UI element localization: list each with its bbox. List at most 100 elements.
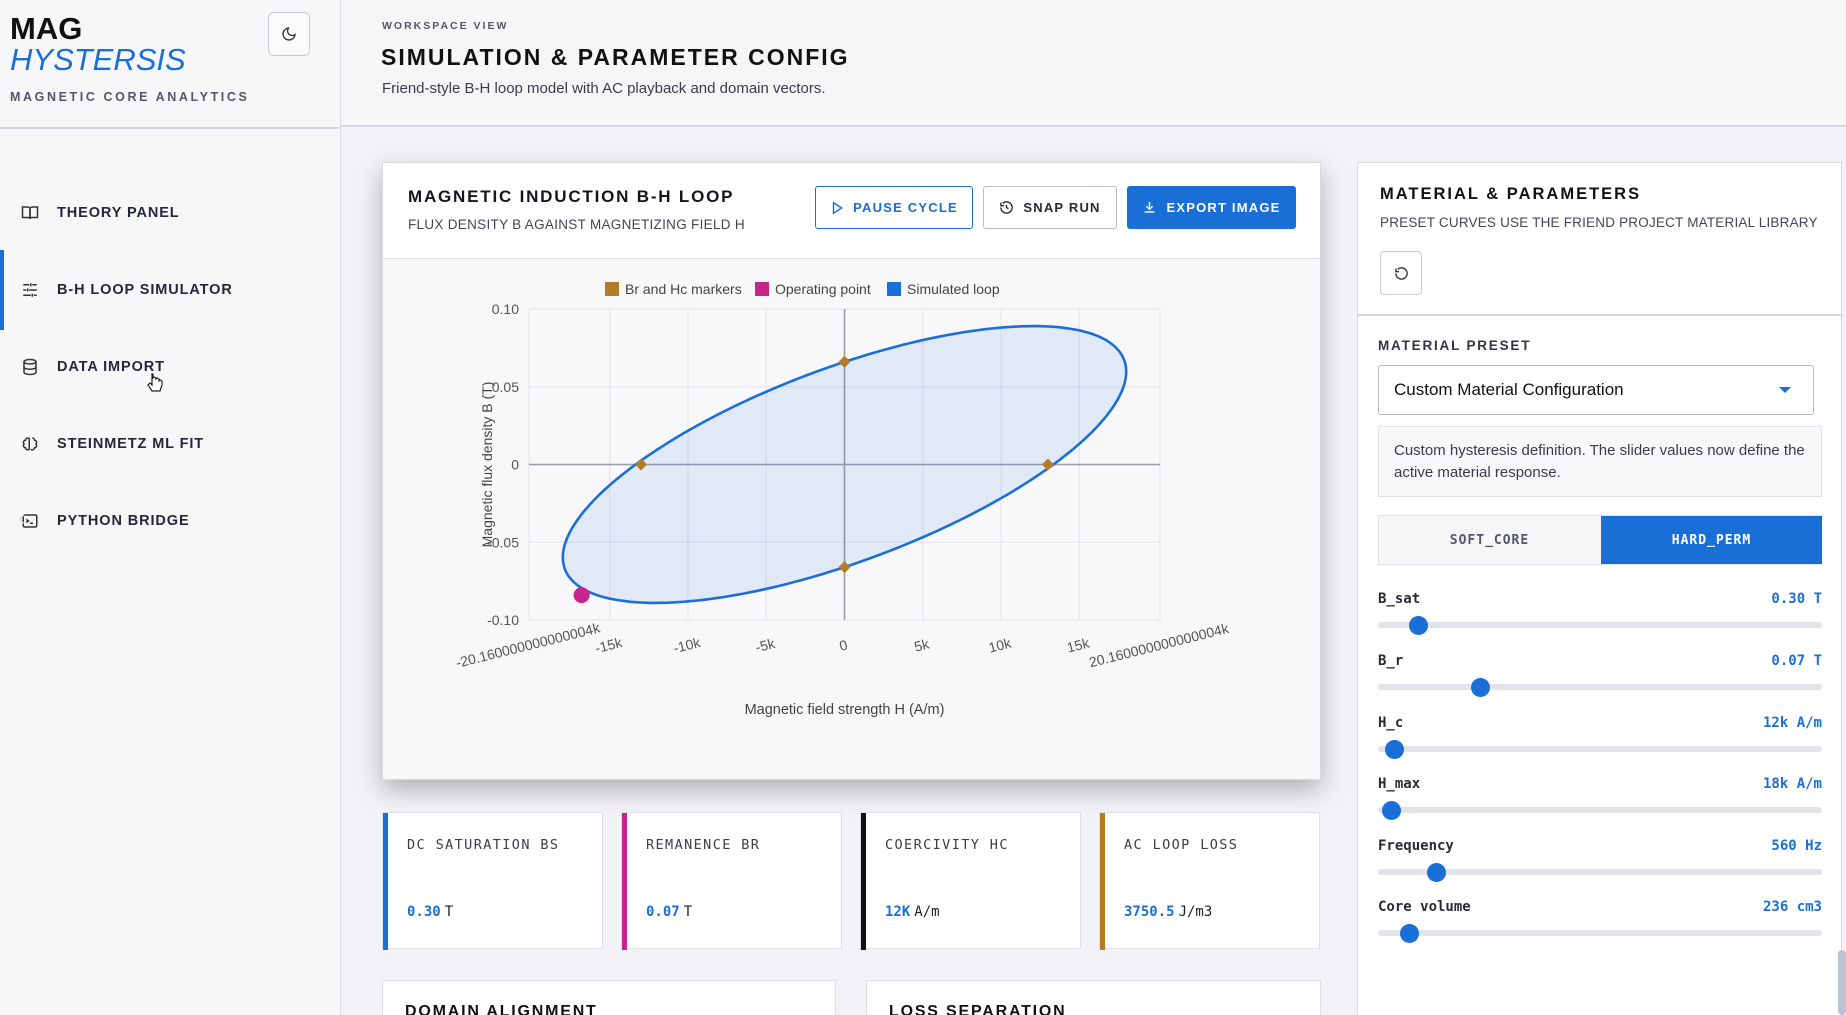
slider-label: H_c	[1378, 715, 1404, 731]
slider-thumb[interactable]	[1408, 616, 1428, 635]
page-title: SIMULATION & PARAMETER CONFIG	[381, 44, 850, 70]
br-hc-marker	[1041, 458, 1054, 471]
stat-unit: J/m3	[1178, 904, 1213, 920]
pause-cycle-button[interactable]: PAUSE CYCLE	[815, 186, 973, 229]
chart-card-subtitle: FLUX DENSITY B AGAINST MAGNETIZING FIELD…	[408, 217, 745, 232]
sidebar-item-label: THEORY PANEL	[57, 205, 180, 221]
stat-value: 0.07 T	[646, 904, 692, 920]
slider-b-r[interactable]: B_r 0.07 T	[1378, 653, 1822, 713]
snap-run-button[interactable]: SNAP RUN	[983, 186, 1117, 229]
legend-swatch	[605, 282, 619, 296]
sidebar-item-steinmetz-ml-fit[interactable]: STEINMETZ ML FIT	[0, 404, 340, 484]
slider-b-sat[interactable]: B_sat 0.30 T	[1378, 591, 1822, 651]
stat-label: COERCIVITY HC	[885, 837, 1009, 853]
x-tick-label: 5k	[912, 635, 931, 654]
export-image-label: EXPORT IMAGE	[1166, 200, 1281, 215]
stat-label: REMANENCE BR	[646, 837, 761, 853]
bh-loop-card-header: MAGNETIC INDUCTION B-H LOOP FLUX DENSITY…	[383, 163, 1320, 259]
stat-label: DC SATURATION BS	[407, 837, 560, 853]
slider-track[interactable]	[1378, 684, 1822, 690]
stat-unit: A/m	[914, 904, 940, 920]
sidebar: MAG HYSTERSIS MAGNETIC CORE ANALYTICS TH…	[0, 0, 341, 1015]
stat-number: 0.07	[646, 904, 680, 920]
stat-card-ac-loop-loss: AC LOOP LOSS 3750.5 J/m3	[1099, 812, 1320, 950]
page-header: WORKSPACE VIEW SIMULATION & PARAMETER CO…	[341, 0, 1846, 127]
chevron-down-icon	[1779, 387, 1791, 393]
bh-loop-chart-area: -0.10 -0.05 0 0.05 0.10 -20.160000000000004k -…	[383, 259, 1320, 779]
sidebar-item-label: STEINMETZ ML FIT	[57, 436, 205, 452]
y-tick-label: 0	[511, 457, 519, 473]
slider-value: 236 cm3	[1762, 899, 1822, 915]
stat-accent-bar	[622, 813, 627, 950]
x-tick-label: -20.160000000000004k	[454, 619, 602, 671]
stat-unit: T	[444, 904, 454, 920]
sidebar-item-theory-panel[interactable]: THEORY PANEL	[0, 173, 340, 253]
slider-h-max[interactable]: H_max 18k A/m	[1378, 776, 1822, 836]
core-type-toggle: SOFT_CORE HARD_PERM	[1378, 515, 1822, 565]
legend-swatch	[887, 282, 901, 296]
loss-separation-card: LOSS SEPARATION	[866, 980, 1321, 1015]
reset-icon	[1394, 266, 1408, 280]
slider-frequency[interactable]: Frequency 560 Hz	[1378, 838, 1822, 898]
stat-number: 3750.5	[1124, 904, 1175, 920]
bh-loop-card: MAGNETIC INDUCTION B-H LOOP FLUX DENSITY…	[382, 162, 1321, 780]
slider-value: 0.30 T	[1771, 591, 1822, 607]
snap-run-label: SNAP RUN	[1023, 200, 1101, 215]
slider-core-volume[interactable]: Core volume 236 cm3	[1378, 899, 1822, 959]
slider-label: H_max	[1378, 776, 1421, 792]
panel-title: MATERIAL & PARAMETERS	[1380, 185, 1642, 203]
sidebar-item-label: PYTHON BRIDGE	[57, 513, 190, 529]
operating-point	[573, 587, 590, 604]
domain-alignment-card: DOMAIN ALIGNMENT	[382, 980, 836, 1015]
scrollbar-thumb[interactable]	[1838, 950, 1846, 1015]
preset-description: Custom hysteresis definition. The slider…	[1378, 426, 1822, 497]
stat-card-dc-saturation: DC SATURATION BS 0.30 T	[382, 812, 603, 950]
slider-track[interactable]	[1378, 746, 1822, 752]
sliders-icon	[20, 280, 40, 300]
stat-value: 3750.5 J/m3	[1124, 904, 1212, 920]
material-preset-select[interactable]: Custom Material Configuration	[1378, 365, 1814, 415]
toggle-soft-core[interactable]: SOFT_CORE	[1449, 532, 1530, 548]
legend-swatch	[755, 282, 769, 296]
sidebar-item-python-bridge[interactable]: PYTHON BRIDGE	[0, 481, 340, 561]
slider-value: 12k A/m	[1762, 715, 1822, 731]
collapse-arrow-icon: ‹	[18, 505, 26, 530]
br-hc-marker	[838, 561, 851, 574]
slider-label: Core volume	[1378, 899, 1471, 915]
slider-label: B_sat	[1378, 591, 1421, 607]
slider-track[interactable]	[1378, 930, 1822, 936]
page-subtitle: Friend-style B-H loop model with AC play…	[382, 80, 826, 97]
card-title: LOSS SEPARATION	[889, 1003, 1067, 1015]
y-tick-label: -0.05	[487, 534, 519, 550]
reset-button[interactable]	[1380, 251, 1422, 295]
sidebar-item-data-import[interactable]: DATA IMPORT	[0, 327, 340, 407]
slider-thumb[interactable]	[1384, 740, 1404, 759]
y-tick-label: 0.10	[492, 301, 519, 317]
slider-value: 560 Hz	[1771, 838, 1822, 854]
brand-line2: HYSTERSIS	[10, 42, 186, 77]
stat-label: AC LOOP LOSS	[1124, 837, 1239, 853]
slider-thumb[interactable]	[1426, 863, 1446, 882]
y-axis-label: Magnetic flux density B (T)	[479, 382, 495, 548]
y-tick-label: -0.10	[487, 612, 519, 628]
slider-track[interactable]	[1378, 622, 1822, 628]
theme-toggle-button[interactable]	[268, 12, 310, 56]
history-icon	[1000, 201, 1014, 214]
slider-thumb[interactable]	[1471, 678, 1491, 697]
stat-unit: T	[683, 904, 693, 920]
stat-number: 0.30	[407, 904, 441, 920]
slider-track[interactable]	[1378, 807, 1822, 813]
database-icon	[20, 357, 40, 377]
slider-thumb[interactable]	[1400, 924, 1420, 943]
slider-h-c[interactable]: H_c 12k A/m	[1378, 715, 1822, 775]
toggle-hard-perm[interactable]: HARD_PERM	[1601, 516, 1822, 564]
export-image-button[interactable]: EXPORT IMAGE	[1127, 186, 1296, 229]
slider-thumb[interactable]	[1382, 801, 1402, 820]
stat-card-coercivity: COERCIVITY HC 12K A/m	[860, 812, 1081, 950]
stat-accent-bar	[1100, 813, 1105, 950]
legend-label: Operating point	[775, 281, 871, 297]
brand-tagline: MAGNETIC CORE ANALYTICS	[10, 90, 250, 104]
sidebar-item-bh-loop-simulator[interactable]: B-H LOOP SIMULATOR	[0, 250, 340, 330]
slider-track[interactable]	[1378, 869, 1822, 875]
mouse-cursor-icon	[147, 373, 163, 392]
